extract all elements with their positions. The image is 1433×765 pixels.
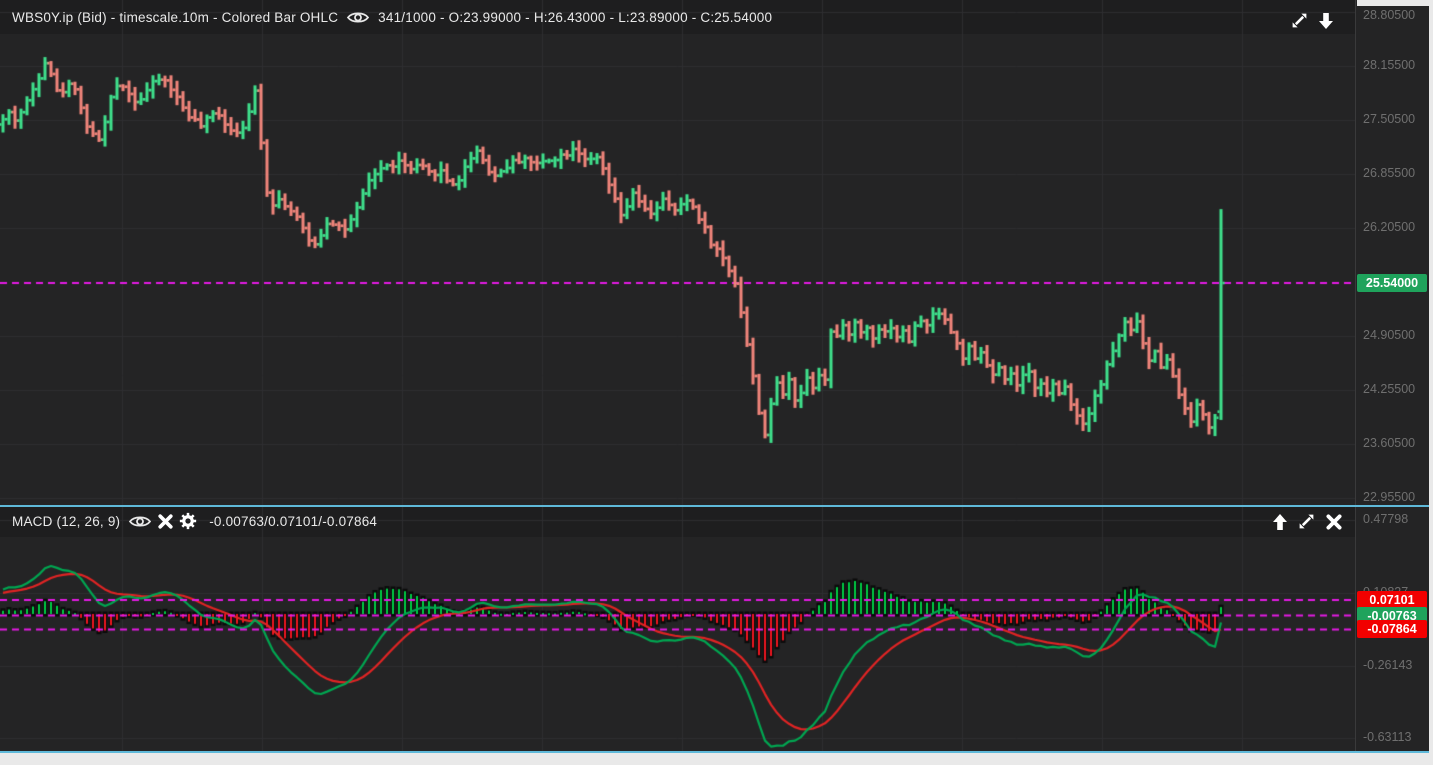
axis-tick-label: 26.20500 — [1363, 219, 1416, 234]
symbol-title-label: WBS0Y.ip (Bid) - timescale.10m - Colored… — [12, 10, 339, 25]
macd-title-bar: MACD (12, 26, 9) -0.00763/0.07101/-0.078… — [12, 512, 377, 530]
axis-tick-label: 26.85500 — [1363, 165, 1416, 180]
macd-values-label: -0.00763/0.07101/-0.07864 — [209, 513, 378, 529]
main-title-bar: WBS0Y.ip (Bid) - timescale.10m - Colored… — [12, 10, 772, 25]
axis-tick-label: 0.47798 — [1363, 511, 1409, 526]
move-down-icon[interactable] — [1318, 12, 1334, 30]
macd-move-up-icon[interactable] — [1272, 513, 1288, 531]
bottom-page-edge — [0, 753, 1433, 765]
macd-title-label: MACD (12, 26, 9) — [12, 513, 121, 529]
macd-close-icon[interactable] — [1325, 513, 1343, 531]
axis-tick-label: 28.80500 — [1363, 8, 1416, 22]
maximize-icon[interactable] — [1290, 11, 1309, 30]
top-right-page-corner — [1357, 0, 1433, 6]
macd-value-badge: -0.07864 — [1357, 620, 1427, 639]
axis-tick-label: 22.95500 — [1363, 489, 1416, 504]
chart-canvas[interactable] — [0, 0, 1355, 756]
panel-separator[interactable] — [0, 505, 1429, 507]
main-panel-controls — [1290, 11, 1334, 30]
axis-tick-label: 23.60500 — [1363, 435, 1416, 450]
macd-value-badge: 0.07101 — [1357, 591, 1427, 609]
macd-value-badge: -0.00763 — [1357, 606, 1427, 625]
macd-remove-icon[interactable] — [157, 513, 174, 530]
right-page-edge — [1429, 0, 1433, 765]
axis-tick-label: 24.90500 — [1363, 327, 1416, 342]
axis-tick-label: 24.25500 — [1363, 381, 1416, 396]
macd-maximize-icon[interactable] — [1297, 512, 1316, 531]
axis-tick-label: 27.50500 — [1363, 111, 1416, 126]
price-axis[interactable]: 28.80500 28.15500 27.50500 26.85500 26.20500… — [1355, 0, 1430, 756]
axis-tick-label: -0.63113 — [1363, 730, 1412, 745]
axis-tick-label: -0.26143 — [1363, 657, 1413, 672]
macd-settings-icon[interactable] — [179, 512, 197, 530]
last-price-badge: 25.54000 — [1357, 274, 1427, 292]
macd-visibility-icon[interactable] — [128, 514, 152, 529]
axis-tick-label: 28.15500 — [1363, 57, 1416, 72]
macd-panel-controls — [1272, 512, 1343, 531]
ohlc-stats-label: 341/1000 - O:23.99000 - H:26.43000 - L:2… — [378, 10, 773, 25]
bottom-separator — [0, 751, 1429, 753]
visibility-icon[interactable] — [346, 10, 370, 25]
